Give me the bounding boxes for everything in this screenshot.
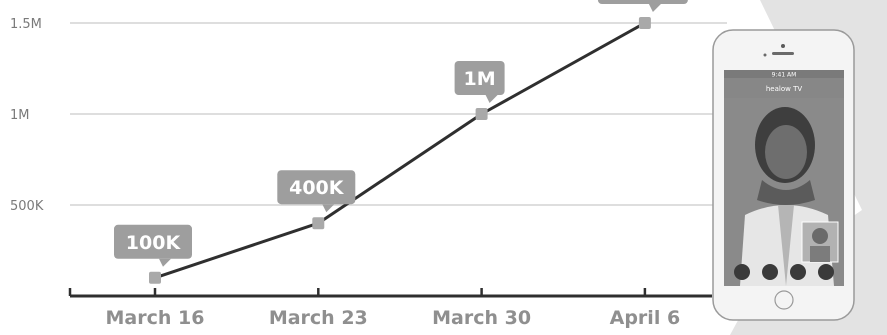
home-button-icon [774, 290, 794, 310]
data-markers [149, 17, 651, 284]
data-point-marker [638, 17, 651, 29]
x-tick-label: March 30 [432, 307, 531, 329]
camera-icon [781, 44, 785, 48]
y-tick-labels: 500K 1M 1.5M [10, 17, 44, 214]
phone-app-bar [724, 78, 844, 98]
phone-app-title: healow TV [766, 85, 802, 93]
data-point-marker [149, 271, 161, 284]
phone-status-time: 9:41 AM [772, 72, 797, 79]
data-label-pointer [159, 258, 171, 267]
switch-camera-icon [818, 264, 834, 280]
x-tick-label: March 23 [269, 307, 368, 329]
x-tick-label: March 16 [106, 307, 205, 329]
microphone-icon [790, 264, 806, 280]
data-label-box [597, 0, 688, 4]
data-point-marker [475, 108, 488, 120]
y-tick-label: 1M [10, 108, 30, 123]
gridlines [70, 22, 727, 206]
data-label-pointer [648, 4, 661, 12]
data-label-box [277, 170, 356, 205]
x-tick-labels: March 16 March 23 March 30 April 6 [106, 307, 681, 329]
series-line [154, 21, 646, 280]
data-label-pointer [485, 95, 498, 103]
data-label: 400K [289, 177, 345, 199]
data-label: 1M [464, 68, 496, 90]
speaker-grille [772, 52, 794, 55]
smartphone-illustration: 9:41 AM healow TV [712, 29, 855, 321]
data-labels: 100K 400K 1M [114, 0, 688, 267]
data-label-box [114, 224, 192, 259]
y-tick-label: 500K [10, 199, 44, 214]
series-line-group [154, 21, 646, 280]
data-point-marker [312, 217, 325, 230]
data-label-pointer [322, 204, 335, 213]
end-call-icon [762, 264, 778, 280]
video-toggle-icon [734, 264, 750, 280]
y-tick-label: 1.5M [10, 17, 42, 32]
data-label-box [454, 61, 505, 95]
x-tick-label: April 6 [610, 307, 681, 329]
data-label: 100K [126, 232, 182, 254]
x-axis [68, 288, 712, 298]
